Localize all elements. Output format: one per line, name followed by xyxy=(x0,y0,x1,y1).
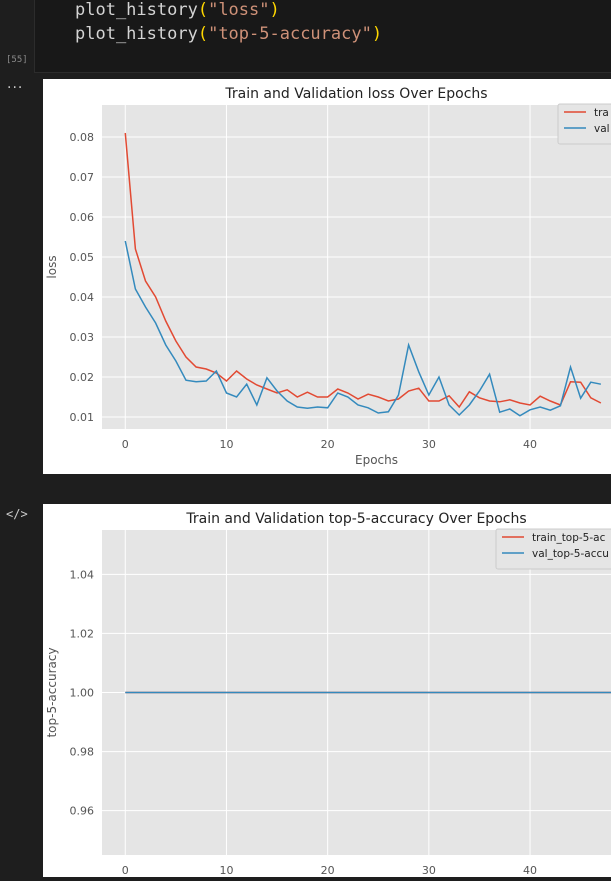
legend-label-train: train_top-5-ac xyxy=(532,532,606,544)
y-tick-label: 0.06 xyxy=(70,211,95,224)
close-paren: ) xyxy=(371,24,383,44)
y-axis-label: top-5-accuracy xyxy=(45,647,59,737)
x-tick-label: 10 xyxy=(219,438,233,451)
x-tick-label: 10 xyxy=(219,864,233,877)
legend-label-val: val xyxy=(594,123,610,135)
x-tick-label: 40 xyxy=(523,438,537,451)
output-separator xyxy=(34,474,611,504)
output-plot-loss: Train and Validation loss Over Epochs 0 10… xyxy=(43,79,611,474)
code-line-1[interactable]: plot_history("loss") xyxy=(75,0,280,20)
series-line-val xyxy=(124,240,602,417)
series-line-train xyxy=(124,132,602,409)
y-tick-label: 0.04 xyxy=(70,291,95,304)
y-tick-label: 0.08 xyxy=(70,131,95,144)
string-arg: "top-5-accuracy" xyxy=(208,24,372,44)
legend-label-val: val_top-5-accu xyxy=(532,548,609,560)
x-tick-label: 20 xyxy=(321,438,335,451)
string-arg: "loss" xyxy=(208,0,270,20)
y-tick-label: 0.07 xyxy=(70,171,95,184)
y-tick-label: 0.05 xyxy=(70,251,95,264)
execution-count: [55] xyxy=(6,55,28,65)
y-tick-label: 1.00 xyxy=(70,687,95,700)
plot-area xyxy=(102,105,611,429)
y-tick-label: 0.03 xyxy=(70,331,95,344)
function-name: plot_history xyxy=(75,0,198,20)
legend-label-train: tra xyxy=(594,107,609,119)
close-paren: ) xyxy=(269,0,280,20)
y-tick-label: 1.04 xyxy=(70,568,95,581)
y-tick-label: 0.01 xyxy=(70,411,95,424)
legend-box xyxy=(557,103,611,145)
y-tick-label: 0.98 xyxy=(70,746,95,759)
y-axis-label: loss xyxy=(45,255,59,278)
code-line-2[interactable]: plot_history("top-5-accuracy") xyxy=(75,24,382,44)
output-plot-top5: Train and Validation top-5-accuracy Over… xyxy=(43,504,611,877)
cell-gutter xyxy=(0,0,34,877)
code-cell[interactable]: plot_history("loss") plot_history("top-5… xyxy=(34,0,611,73)
legend-box xyxy=(495,528,611,570)
function-name: plot_history xyxy=(75,24,198,44)
open-paren: ( xyxy=(197,24,209,44)
x-tick-label: 0 xyxy=(122,438,129,451)
ellipsis-icon[interactable]: ··· xyxy=(7,80,24,96)
y-tick-label: 0.96 xyxy=(70,805,95,818)
x-tick-label: 0 xyxy=(122,864,129,877)
x-tick-label: 30 xyxy=(422,438,436,451)
chart-title: Train and Validation top-5-accuracy Over… xyxy=(185,511,526,527)
loss-chart: Train and Validation loss Over Epochs 0 10… xyxy=(45,86,611,467)
y-tick-label: 0.02 xyxy=(70,371,95,384)
legend: tra val xyxy=(557,103,611,145)
code-toggle-icon[interactable]: </> xyxy=(6,507,28,521)
y-tick-label: 1.02 xyxy=(70,627,95,640)
x-tick-label: 40 xyxy=(523,864,537,877)
x-tick-label: 30 xyxy=(422,864,436,877)
x-tick-label: 20 xyxy=(321,864,335,877)
top5-accuracy-chart: Train and Validation top-5-accuracy Over… xyxy=(45,511,611,877)
legend: train_top-5-ac val_top-5-accu xyxy=(495,528,611,570)
chart-title: Train and Validation loss Over Epochs xyxy=(224,86,487,102)
open-paren: ( xyxy=(197,0,209,20)
x-axis-label: Epochs xyxy=(355,453,398,467)
